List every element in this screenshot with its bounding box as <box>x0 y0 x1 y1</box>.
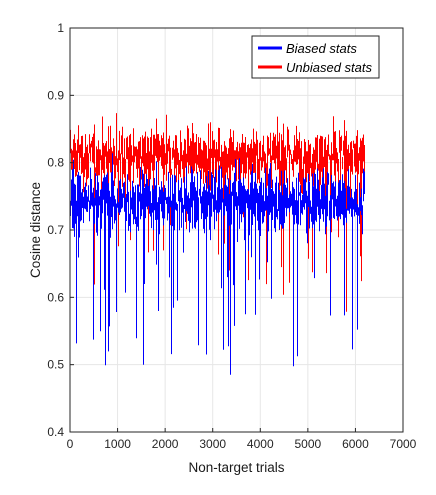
x-tick-label: 5000 <box>295 437 322 451</box>
x-tick-label: 3000 <box>199 437 226 451</box>
y-tick-label: 0.7 <box>47 223 64 237</box>
x-tick-label: 2000 <box>152 437 179 451</box>
x-axis: 0 1000 2000 3000 4000 5000 6000 7000 <box>67 428 417 451</box>
y-tick-label: 0.6 <box>47 290 64 304</box>
x-tick-label: 0 <box>67 437 74 451</box>
y-tick-label: 0.5 <box>47 358 64 372</box>
x-tick-label: 1000 <box>104 437 131 451</box>
x-tick-label: 6000 <box>342 437 369 451</box>
y-tick-label: 0.4 <box>47 425 64 439</box>
legend-label-unbiased-stats: Unbiased stats <box>286 60 372 75</box>
y-axis: 0.4 0.5 0.6 0.7 0.8 0.9 1 <box>47 21 74 439</box>
y-tick-label: 0.9 <box>47 88 64 102</box>
legend-label-biased-stats: Biased stats <box>286 41 357 56</box>
y-tick-label: 0.8 <box>47 156 64 170</box>
x-tick-label: 4000 <box>247 437 274 451</box>
x-axis-title: Non-target trials <box>188 460 284 475</box>
y-tick-label: 1 <box>57 21 64 35</box>
legend: Biased stats Unbiased stats <box>251 35 380 79</box>
x-tick-label: 7000 <box>390 437 417 451</box>
y-axis-title: Cosine distance <box>28 182 43 278</box>
legend-box <box>251 35 380 79</box>
